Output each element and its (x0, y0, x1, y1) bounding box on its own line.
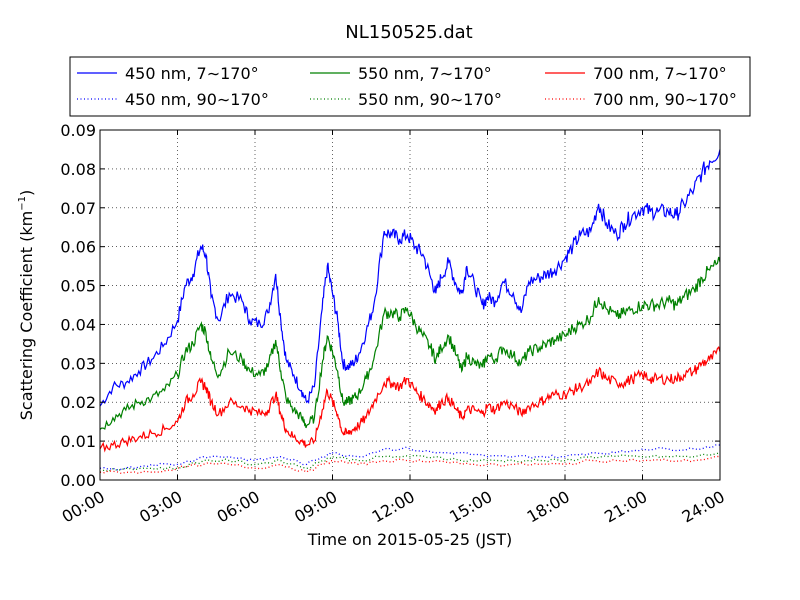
series-line-1 (99, 256, 721, 430)
y-axis-label-close: ) (17, 190, 36, 196)
y-tick-label: 0.03 (60, 354, 96, 373)
series-line-2 (99, 346, 721, 453)
y-axis-label: Scattering Coefficient (km−1) (17, 190, 36, 421)
y-tick-label: 0.06 (60, 238, 96, 257)
series-line-5 (99, 455, 721, 475)
y-tick-label: 0.01 (60, 432, 96, 451)
x-tick-label: 15:00 (446, 487, 495, 527)
x-axis-label: Time on 2015-05-25 (JST) (307, 530, 512, 549)
y-tick-label: 0.05 (60, 277, 96, 296)
series-line-0 (99, 149, 721, 407)
y-tick-label: 0.08 (60, 160, 96, 179)
y-axis-label-sup: −1 (17, 196, 28, 211)
x-tick-label: 18:00 (524, 487, 573, 527)
x-tick-label: 21:00 (601, 487, 650, 527)
legend-label-1: 550 nm, 7∼170° (358, 64, 492, 83)
grid (100, 130, 720, 480)
axis-ticks: 0.00 0.01 0.02 0.03 0.04 0.05 0.06 0.07 0.08 0.09… (59, 121, 728, 527)
legend-label-2: 700 nm, 7∼170° (593, 64, 727, 83)
y-tick-label: 0.09 (60, 121, 96, 140)
legend-label-5: 700 nm, 90∼170° (593, 90, 737, 109)
y-axis-label-main: Scattering Coefficient (km (17, 211, 36, 421)
legend: 450 nm, 7∼170° 550 nm, 7∼170° 700 nm, 7∼17… (69, 56, 751, 117)
series-line-3 (99, 444, 720, 471)
x-tick-label: 06:00 (214, 487, 263, 527)
legend-box (69, 56, 751, 117)
x-tick-label: 12:00 (369, 487, 418, 527)
x-tick-label: 00:00 (59, 487, 108, 527)
legend-label-3: 450 nm, 90∼170° (125, 90, 269, 109)
x-tick-label: 09:00 (291, 487, 340, 527)
y-tick-label: 0.02 (60, 393, 96, 412)
x-tick-label: 24:00 (679, 487, 728, 527)
y-tick-label: 0.00 (60, 471, 96, 490)
x-tick-label: 03:00 (136, 487, 185, 527)
legend-label-4: 550 nm, 90∼170° (358, 90, 502, 109)
series-lines (99, 149, 721, 475)
y-tick-label: 0.07 (60, 199, 96, 218)
chart-title: NL150525.dat (345, 22, 472, 43)
y-tick-label: 0.04 (60, 315, 96, 334)
legend-label-0: 450 nm, 7∼170° (125, 64, 259, 83)
